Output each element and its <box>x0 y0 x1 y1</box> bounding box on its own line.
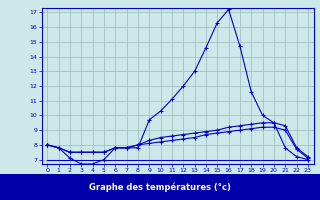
Text: Graphe des températures (°c): Graphe des températures (°c) <box>89 182 231 192</box>
